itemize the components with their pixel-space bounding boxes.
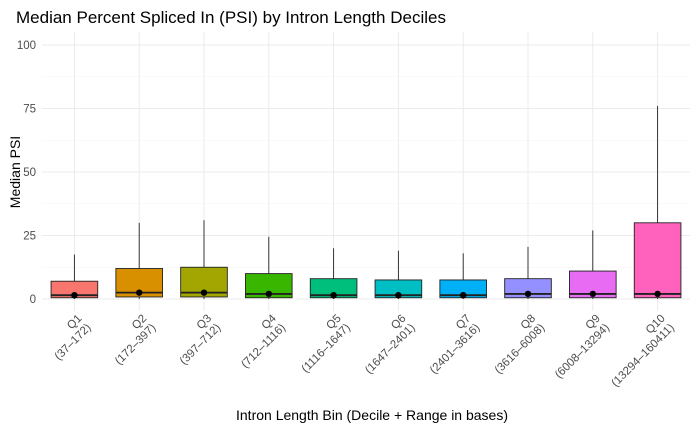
chart-title: Median Percent Spliced In (PSI) by Intro… xyxy=(16,8,446,27)
box-q9 xyxy=(569,230,617,299)
box-series xyxy=(50,105,682,299)
mean-point xyxy=(524,290,532,298)
mean-point xyxy=(589,290,596,298)
x-tick-label-q1: Q1(37–172) xyxy=(43,313,93,363)
mean-point xyxy=(200,289,208,296)
x-tick-label-q7: Q7(2401–3616) xyxy=(419,313,483,377)
box-q3 xyxy=(180,220,228,299)
x-axis-title: Intron Length Bin (Decile + Range in bas… xyxy=(236,407,508,423)
box-q7 xyxy=(439,253,487,299)
box-q5 xyxy=(309,248,358,299)
mean-point xyxy=(330,291,337,299)
x-tick-label-q9: Q9(6008–13294) xyxy=(544,313,612,381)
x-tick-label-q4: Q4(712–1116) xyxy=(230,312,288,370)
y-tick-label: 100 xyxy=(17,40,36,52)
x-tick-label-q8: Q8(3616–6008) xyxy=(484,313,548,377)
y-tick-labels: 0 25 50 75 100 xyxy=(17,40,36,306)
box-q6 xyxy=(374,250,423,299)
y-tick-label: 75 xyxy=(23,104,36,116)
box-q1 xyxy=(50,254,99,299)
box-q8 xyxy=(504,246,552,299)
box-q10 xyxy=(633,105,682,299)
mean-point xyxy=(71,291,78,299)
y-tick-label: 25 xyxy=(23,231,36,243)
x-tick-label-q2: Q2(172–397) xyxy=(104,313,159,368)
mean-point xyxy=(265,290,272,298)
box-iqr xyxy=(504,278,552,299)
x-tick-label-q5: Q5(1116–1647) xyxy=(290,313,353,376)
x-tick-label-q3: Q3(397–712) xyxy=(169,313,224,368)
y-tick-label: 0 xyxy=(30,294,36,306)
mean-point xyxy=(654,290,661,298)
mean-point xyxy=(136,289,143,296)
x-tick-labels: Q1(37–172) Q2(172–397) Q3(397–712) Q4(712–1… xyxy=(43,312,677,390)
mean-point xyxy=(395,291,402,299)
y-tick-label: 50 xyxy=(23,167,36,179)
box-q2 xyxy=(115,222,163,299)
x-tick-label-q6: Q6(1647–2401) xyxy=(354,313,418,377)
box-q4 xyxy=(245,236,293,299)
x-tick-label-q10: Q10(13294–160411) xyxy=(600,313,677,390)
box-iqr xyxy=(633,222,682,299)
y-axis-title: Median PSI xyxy=(7,136,23,208)
mean-point xyxy=(460,291,467,299)
